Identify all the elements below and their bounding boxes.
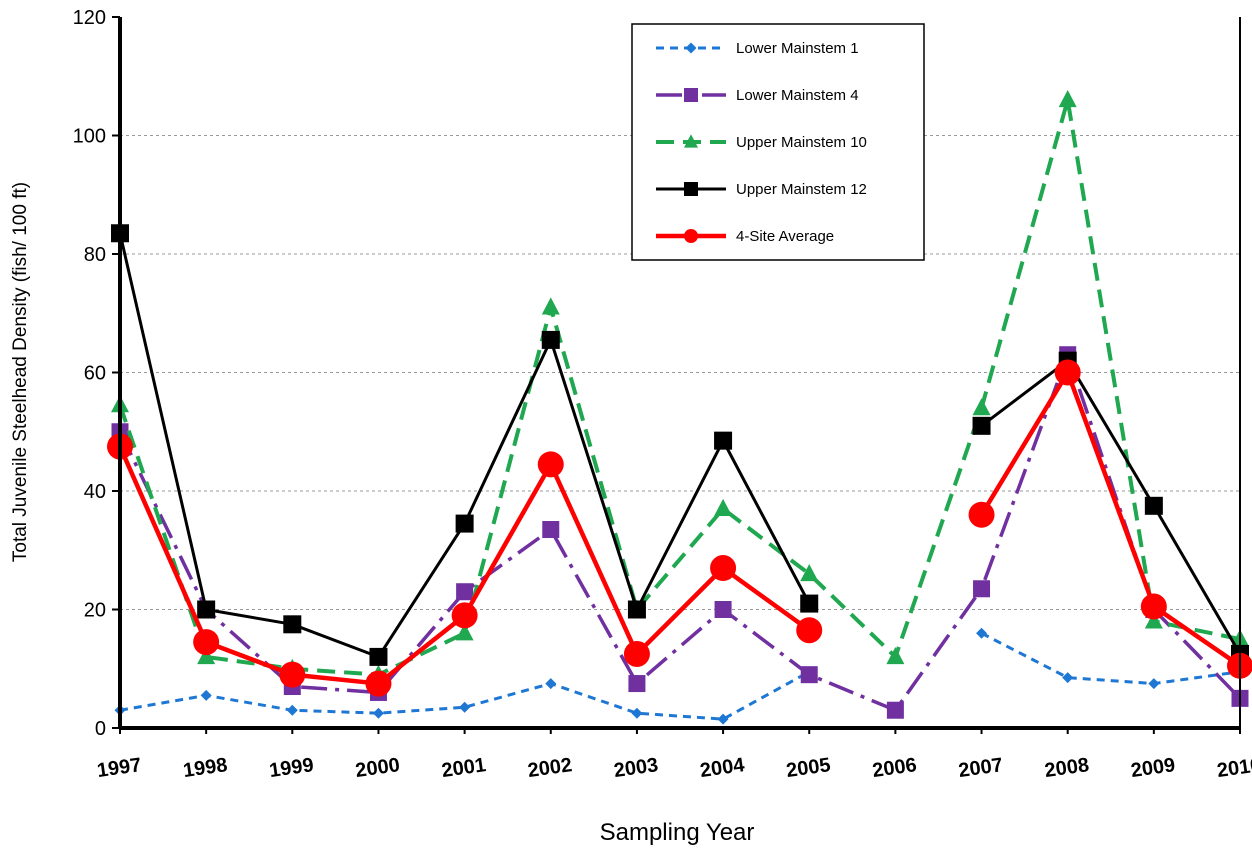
x-tick-label: 2007 [957,754,1004,782]
y-axis-title: Total Juvenile Steelhead Density (fish/ … [10,182,31,562]
data-point [976,627,988,639]
data-point [197,647,216,665]
legend-label: 4-Site Average [736,228,834,245]
y-tick-label: 120 [73,7,106,29]
data-point [369,647,388,666]
x-tick-label: 2001 [440,754,487,782]
data-point [631,707,643,719]
data-point [1062,672,1074,684]
y-tick-label: 40 [84,481,106,503]
data-point [1058,90,1077,108]
x-tick-label: 2008 [1043,754,1090,782]
series-line [119,631,1241,721]
data-point [365,670,392,697]
legend-label: Upper Mainstem 12 [736,181,867,198]
data-point [455,623,474,641]
data-point [1148,678,1160,690]
series-4-site-average [107,359,1252,697]
y-tick-label: 0 [95,718,106,740]
data-point [542,521,560,539]
data-point [283,615,302,634]
x-tick-label: 1999 [268,754,315,782]
series-line [118,232,1242,659]
data-point [451,602,478,629]
x-tick-label: 2002 [526,754,573,782]
data-point [1144,611,1163,629]
data-point [455,514,474,533]
data-point [623,640,650,667]
series-group [107,90,1252,725]
x-tick-label: 2000 [354,754,401,782]
data-point [972,398,991,416]
data-point [800,594,819,613]
data-point [886,701,904,719]
data-point [197,600,216,619]
series-line [118,352,1242,712]
data-point [714,601,732,618]
data-point [286,704,298,716]
data-point [627,600,646,619]
axes [118,17,1241,730]
data-point [372,707,384,719]
data-point [545,678,557,690]
data-point [972,416,991,435]
legend: Lower Mainstem 1 Lower Mainstem 4 Upper Ma… [631,23,925,261]
legend-label: Lower Mainstem 4 [736,87,859,104]
data-point [628,675,646,693]
data-point [1140,593,1167,620]
data-point [710,555,737,582]
data-point [796,617,823,644]
data-point [886,647,905,665]
legend-box [631,23,925,261]
x-tick-label: 1998 [182,754,229,782]
series-upper-mainstem-12 [111,224,1249,666]
data-point [717,713,729,725]
data-point [541,297,560,315]
data-point [456,583,474,601]
x-tick-label: 2010 [1216,754,1252,782]
y-axis-ticks: 0 20 40 60 80 100 120 [73,7,120,740]
series-line [118,97,1241,677]
data-point [800,564,819,582]
legend-swatch-marker [684,88,698,102]
y-tick-label: 100 [73,126,106,148]
data-point [1144,496,1163,515]
y-tick-label: 60 [84,363,106,385]
x-tick-label: 2009 [1129,754,1176,782]
legend-swatch-marker [684,134,698,148]
data-point [459,701,471,713]
data-point [973,580,991,598]
data-point [714,431,733,450]
x-tick-label: 2004 [699,754,747,782]
legend-label: Upper Mainstem 10 [736,134,867,151]
x-axis-title: Sampling Year [600,819,755,846]
data-point [1054,359,1081,386]
x-tick-label: 2006 [871,754,918,782]
data-point [800,666,818,684]
data-point [541,330,560,349]
y-tick-label: 20 [84,600,106,622]
y-tick-label: 80 [84,244,106,266]
x-tick-label: 1997 [96,754,143,782]
x-tick-label: 2005 [785,754,832,782]
data-point [537,451,564,478]
legend-swatch-marker [684,229,698,243]
legend-swatch-marker [684,182,698,196]
data-point [200,689,212,701]
data-point [968,501,995,528]
legend-swatch-marker [685,42,697,54]
x-tick-label: 2003 [613,754,660,782]
x-axis-ticks: 1997 1998 1999 2000 2001 2002 2003 2004 2005 2006… [96,728,1252,782]
legend-label: Lower Mainstem 1 [736,40,859,57]
data-point [714,498,733,516]
data-point [193,629,220,656]
data-point [279,661,306,688]
